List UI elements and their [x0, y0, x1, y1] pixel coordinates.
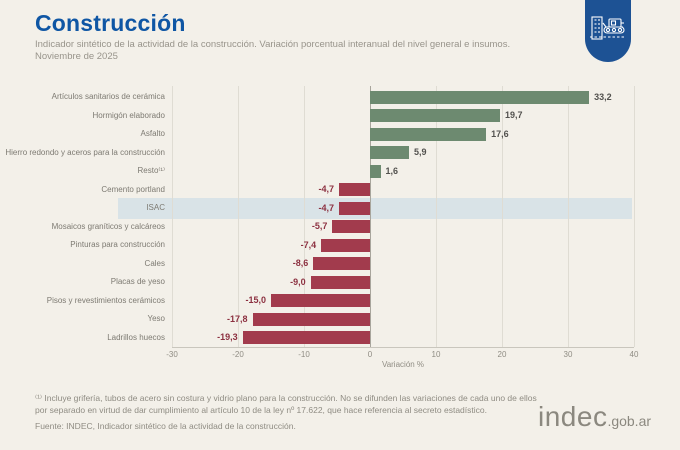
category-label: Resto⁽¹⁾ [137, 166, 166, 176]
x-tick-label: -30 [166, 350, 178, 359]
value-label: -15,0 [245, 295, 266, 306]
gridline [304, 86, 305, 347]
category-label: Cales [144, 258, 165, 268]
category-label: Pinturas para construcción [70, 240, 165, 250]
category-label: Artículos sanitarios de cerámica [51, 92, 165, 102]
category-label: Hormigón elaborado [92, 110, 166, 120]
gridline [172, 86, 173, 347]
negative-bar [332, 220, 370, 234]
value-label: -8,6 [292, 258, 309, 269]
gridline [568, 86, 569, 347]
negative-bar [310, 275, 370, 289]
zero-gridline [370, 86, 371, 347]
value-label: 5,9 [413, 147, 427, 158]
x-axis-line [172, 347, 634, 348]
source-note: Fuente: INDEC, Indicador sintético de la… [35, 421, 296, 431]
value-label: -17,8 [227, 313, 248, 324]
negative-bar [313, 257, 370, 271]
value-label: -4,7 [318, 184, 334, 195]
value-label: 1,6 [385, 165, 399, 176]
indec-header-badge [585, 0, 631, 62]
category-label: Hierro redondo y aceros para la construc… [5, 147, 165, 157]
indec-logo-text: indec [538, 401, 608, 432]
negative-bar [321, 238, 370, 252]
x-tick-label: 20 [497, 350, 507, 359]
value-label: -9,0 [290, 276, 306, 287]
isac-highlight-band [118, 198, 632, 219]
category-label: Asfalto [140, 129, 165, 139]
value-label: -19,3 [217, 332, 238, 343]
x-tick-label: 40 [629, 350, 639, 359]
category-label: Yeso [147, 314, 166, 324]
positive-bar [370, 109, 501, 123]
x-tick-label: 0 [367, 350, 373, 359]
category-label: Pisos y revestimientos cerámicos [46, 295, 165, 305]
positive-bar [370, 164, 381, 178]
negative-bar [271, 294, 370, 308]
negative-bar [338, 183, 370, 197]
gridline [238, 86, 239, 347]
x-tick-label: 10 [431, 350, 441, 359]
x-tick-label: 30 [563, 350, 573, 359]
value-label: -4,7 [318, 202, 334, 213]
value-label: 33,2 [594, 91, 612, 102]
positive-bar [370, 146, 409, 160]
report-period: Noviembre de 2025 [35, 51, 118, 62]
negative-bar [338, 201, 370, 215]
indec-logo: indec.gob.ar [538, 401, 651, 433]
page-title: Construcción [35, 10, 186, 36]
construction-machinery-icon [589, 11, 627, 51]
negative-bar [252, 312, 370, 326]
category-label: Cemento portland [101, 184, 165, 194]
x-tick-label: -10 [298, 350, 310, 359]
negative-bar [242, 331, 370, 345]
gridline [436, 86, 437, 347]
category-label: ISAC [146, 203, 165, 213]
gridline [634, 86, 635, 347]
footnote: ⁽¹⁾ Incluye grifería, tubos de acero sin… [35, 393, 537, 416]
value-label: -5,7 [311, 221, 328, 232]
category-label: Ladrillos huecos [107, 332, 165, 342]
x-axis-title: Variación % [381, 360, 425, 369]
value-label: 17,6 [491, 128, 509, 139]
page-subtitle: Indicador sintético de la actividad de l… [35, 39, 511, 50]
positive-bar [370, 127, 487, 141]
value-label: 19,7 [505, 110, 523, 121]
indec-logo-suffix: .gob.ar [607, 413, 652, 429]
value-label: -7,4 [300, 239, 317, 250]
gridline [502, 86, 503, 347]
category-label: Placas de yeso [110, 277, 165, 287]
x-tick-label: -20 [232, 350, 244, 359]
category-label: Mosaicos graníticos y calcáreos [51, 221, 165, 231]
positive-bar [370, 90, 590, 104]
